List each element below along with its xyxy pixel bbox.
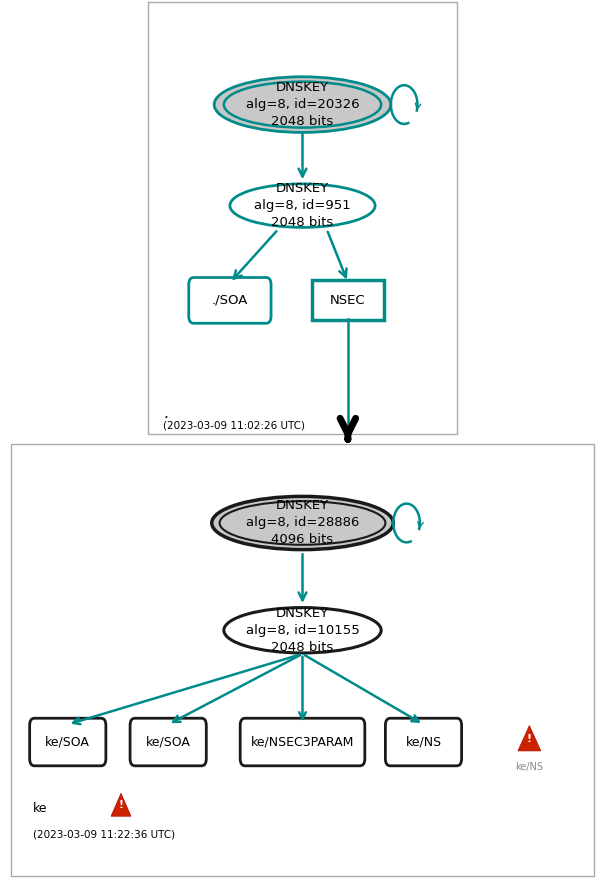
Text: ke/NS: ke/NS (515, 762, 543, 772)
Text: .: . (163, 407, 168, 421)
Ellipse shape (230, 184, 375, 227)
Polygon shape (518, 726, 541, 751)
FancyBboxPatch shape (189, 277, 271, 324)
Ellipse shape (214, 77, 391, 132)
FancyBboxPatch shape (148, 2, 457, 434)
Text: DNSKEY
alg=8, id=951
2048 bits: DNSKEY alg=8, id=951 2048 bits (254, 182, 351, 229)
Text: NSEC: NSEC (330, 294, 365, 307)
Text: !: ! (119, 800, 123, 811)
Text: ke: ke (33, 802, 48, 814)
FancyBboxPatch shape (385, 718, 462, 766)
Text: (2023-03-09 11:02:26 UTC): (2023-03-09 11:02:26 UTC) (163, 420, 306, 431)
FancyBboxPatch shape (30, 718, 106, 766)
Ellipse shape (212, 496, 393, 550)
FancyBboxPatch shape (312, 281, 384, 320)
Text: !: ! (527, 734, 532, 745)
Ellipse shape (224, 608, 381, 653)
FancyBboxPatch shape (240, 718, 365, 766)
Text: ke/SOA: ke/SOA (45, 736, 90, 748)
Polygon shape (111, 793, 131, 816)
FancyBboxPatch shape (130, 718, 206, 766)
Text: DNSKEY
alg=8, id=28886
4096 bits: DNSKEY alg=8, id=28886 4096 bits (246, 500, 359, 546)
FancyBboxPatch shape (11, 444, 594, 876)
Text: ke/NS: ke/NS (405, 736, 442, 748)
Text: DNSKEY
alg=8, id=20326
2048 bits: DNSKEY alg=8, id=20326 2048 bits (246, 81, 359, 128)
Text: DNSKEY
alg=8, id=10155
2048 bits: DNSKEY alg=8, id=10155 2048 bits (246, 607, 359, 654)
Text: ./SOA: ./SOA (212, 294, 248, 307)
Text: ke/NSEC3PARAM: ke/NSEC3PARAM (251, 736, 354, 748)
Text: (2023-03-09 11:22:36 UTC): (2023-03-09 11:22:36 UTC) (33, 830, 175, 840)
Text: ke/SOA: ke/SOA (146, 736, 191, 748)
